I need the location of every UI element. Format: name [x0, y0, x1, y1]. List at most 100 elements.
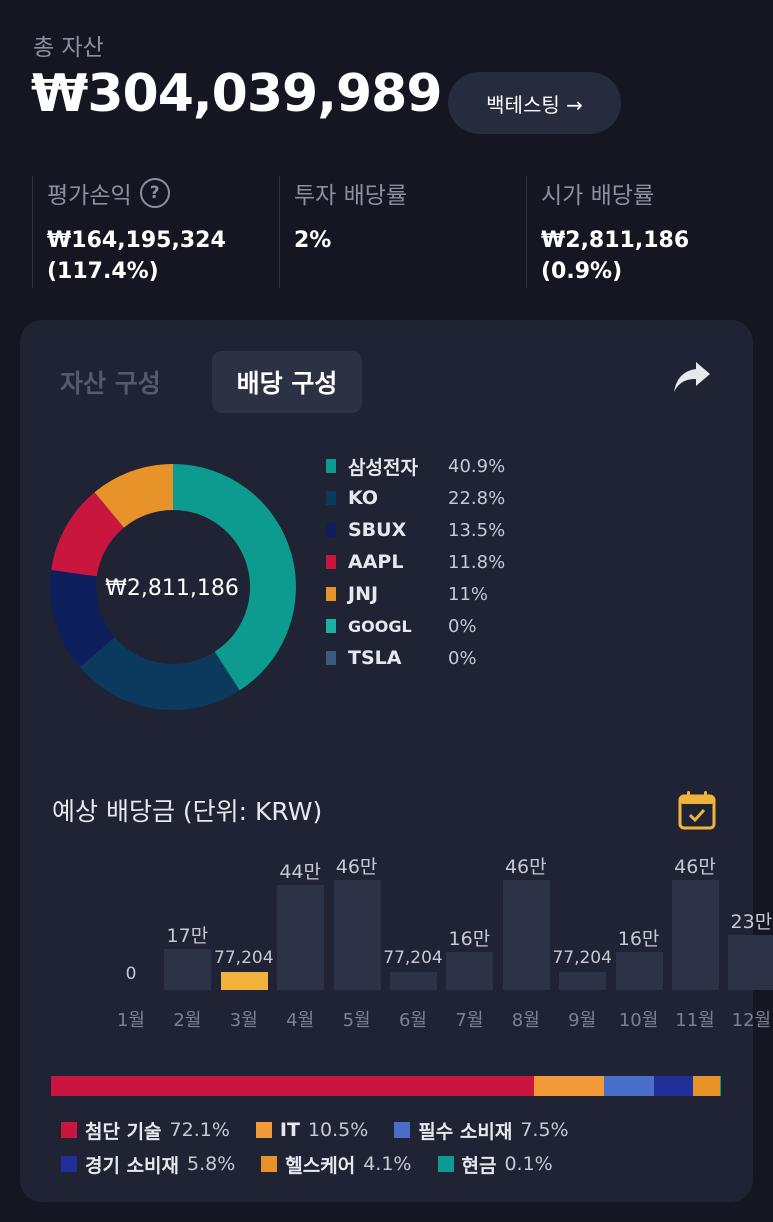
legend-percent: 0%: [448, 615, 477, 637]
stat-investment-yield: 투자 배당률 2%: [279, 176, 527, 288]
sector-legend-row: 경기 소비재 5.8% 헬스케어 4.1% 현금 0.1%: [61, 1147, 721, 1181]
legend-item: GOOGL 0%: [326, 610, 505, 642]
share-icon[interactable]: [672, 360, 712, 394]
sector-percent: 0.1%: [504, 1153, 553, 1175]
bar-value-label: 46만: [335, 856, 378, 878]
bar-value-label: 17만: [166, 925, 209, 947]
stat-value: ₩164,195,324 (117.4%): [47, 228, 226, 284]
sector-legend-item: 첨단 기술 72.1%: [61, 1117, 230, 1144]
legend-item: 삼성전자 40.9%: [326, 450, 505, 482]
bar-7월[interactable]: [446, 952, 494, 990]
legend-swatch: [326, 555, 336, 569]
sector-name: 경기 소비재: [85, 1154, 180, 1177]
legend-item: JNJ 11%: [326, 578, 505, 610]
calendar-icon[interactable]: [678, 790, 716, 830]
sector-legend-item: 헬스케어 4.1%: [261, 1151, 412, 1178]
bar-4월[interactable]: [277, 885, 325, 990]
legend-name: KO: [348, 487, 379, 509]
month-label: 11월: [675, 1010, 715, 1031]
month-label: 9월: [568, 1010, 597, 1031]
month-label: 10월: [618, 1010, 659, 1031]
legend-name: AAPL: [348, 551, 404, 573]
total-asset-label: 총 자산: [33, 35, 104, 61]
stat-value: ₩2,811,186 (0.9%): [541, 228, 690, 284]
stat-label: 투자 배당률: [294, 183, 408, 209]
sector-segment-3: [654, 1076, 693, 1096]
month-label: 8월: [511, 1010, 540, 1031]
month-label: 2월: [173, 1010, 202, 1031]
donut-slice-2: [50, 570, 116, 668]
sector-stacked-bar: [51, 1076, 721, 1096]
bar-12월[interactable]: [728, 935, 773, 990]
sector-swatch: [61, 1156, 77, 1172]
stat-value: 2%: [294, 228, 332, 253]
sector-name: IT: [279, 1119, 300, 1141]
sector-percent: 5.8%: [187, 1153, 236, 1175]
sector-segment-2: [603, 1076, 655, 1096]
legend-item: TSLA 0%: [326, 642, 505, 674]
legend-swatch: [326, 523, 336, 537]
bar-value-label: 23만: [730, 911, 773, 933]
sector-swatch: [394, 1122, 411, 1138]
sector-segment-5: [720, 1076, 721, 1096]
legend-item: SBUX 13.5%: [326, 514, 505, 546]
donut-center-total: ₩2,811,186: [105, 576, 239, 601]
donut-slice-4: [94, 464, 174, 529]
legend-name: SBUX: [348, 519, 407, 541]
bar-value-label: 77,204: [552, 948, 612, 968]
bar-6월[interactable]: [390, 972, 437, 990]
sector-swatch: [61, 1122, 77, 1138]
sector-legend-row: 첨단 기술 72.1% IT 10.5% 필수 소비재 7.5%: [61, 1113, 721, 1147]
donut-slice-0: [172, 464, 296, 691]
sector-swatch: [261, 1156, 278, 1172]
month-label: 12월: [731, 1010, 772, 1031]
tab-dividend-composition[interactable]: 배당 구성: [212, 351, 362, 413]
legend-item: KO 22.8%: [326, 482, 505, 514]
stat-label: 시가 배당률: [541, 183, 655, 209]
bar-value-label: 44만: [279, 861, 322, 883]
legend-swatch: [326, 491, 336, 505]
legend-name: 삼성전자: [348, 456, 418, 479]
bar-2월[interactable]: [164, 949, 212, 990]
bar-5월[interactable]: [333, 880, 381, 990]
bar-11월[interactable]: [672, 880, 719, 990]
month-label: 7월: [455, 1010, 484, 1031]
bar-8월[interactable]: [502, 880, 550, 990]
legend-percent: 13.5%: [448, 519, 506, 541]
sector-segment-4: [692, 1076, 721, 1096]
sector-legend-item: 현금 0.1%: [437, 1151, 553, 1178]
bar-value-label: 77,204: [383, 948, 443, 968]
bar-value-label: 0: [125, 964, 137, 984]
legend-percent: 11.8%: [448, 551, 506, 573]
legend-item: AAPL 11.8%: [326, 546, 505, 578]
bar-3월[interactable]: [220, 972, 268, 990]
month-label: 1월: [116, 1010, 145, 1031]
help-icon[interactable]: ?: [139, 178, 170, 208]
bar-value-label: 46만: [504, 856, 547, 878]
sector-percent: 4.1%: [363, 1153, 412, 1175]
bar-value-label: 16만: [448, 928, 491, 950]
tab-asset-composition[interactable]: 자산 구성: [60, 369, 161, 398]
donut-slice-1: [79, 636, 240, 710]
sector-swatch: [255, 1122, 272, 1138]
sector-name: 첨단 기술: [85, 1120, 162, 1143]
sector-percent: 72.1%: [169, 1119, 230, 1141]
month-label: 3월: [229, 1010, 258, 1031]
bar-9월[interactable]: [559, 972, 607, 990]
stat-label: 평가손익: [47, 183, 132, 209]
month-label: 5월: [342, 1010, 371, 1031]
legend-swatch: [326, 587, 336, 601]
sector-name: 필수 소비재: [418, 1120, 513, 1143]
legend-swatch: [326, 459, 336, 473]
donut-legend: 삼성전자 40.9% KO 22.8% SBUX 13.5% AAPL 11.8% JNJ 11%…: [326, 450, 505, 674]
bar-10월[interactable]: [615, 952, 663, 990]
donut-slice-3: [51, 492, 125, 578]
sector-name: 현금: [461, 1154, 497, 1177]
composition-card: 자산 구성 배당 구성 ₩2,811,186 삼성전자 40.9% KO 22.8% S…: [20, 320, 773, 1202]
backtest-button[interactable]: 백테스팅 →: [448, 72, 621, 134]
legend-percent: 0%: [448, 647, 477, 669]
sector-percent: 7.5%: [520, 1119, 569, 1141]
sector-swatch: [437, 1156, 454, 1172]
month-label: 4월: [286, 1010, 315, 1031]
sector-legend: 첨단 기술 72.1% IT 10.5% 필수 소비재 7.5% 경기 소비재 5.8% 헬스케…: [61, 1113, 721, 1181]
